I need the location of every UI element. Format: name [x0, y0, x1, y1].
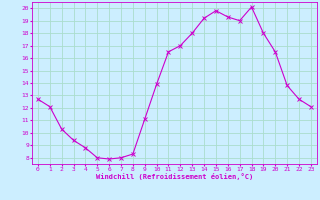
X-axis label: Windchill (Refroidissement éolien,°C): Windchill (Refroidissement éolien,°C) [96, 173, 253, 180]
